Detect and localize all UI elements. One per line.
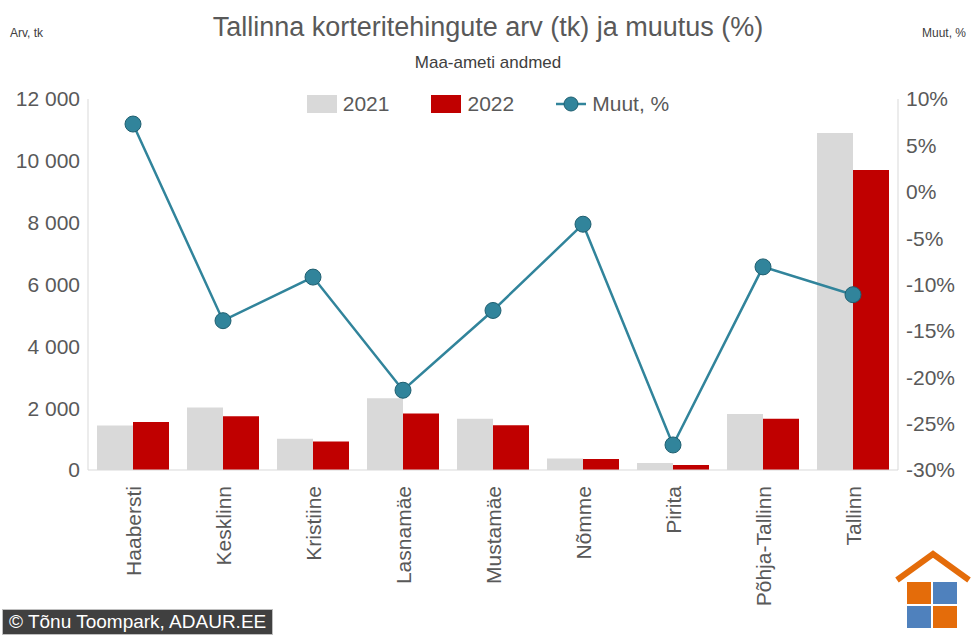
svg-text:2 000: 2 000 (27, 397, 80, 420)
svg-text:Pirita: Pirita (662, 486, 685, 534)
svg-text:Lasnamäe: Lasnamäe (392, 486, 415, 584)
html-text:Maa-ameti andmed: Maa-ameti andmed (414, 53, 562, 72)
svg-text:0: 0 (68, 458, 80, 481)
svg-text:10 000: 10 000 (16, 149, 80, 172)
svg-text:-30%: -30% (906, 458, 955, 481)
svg-text:-5%: -5% (906, 227, 943, 250)
html-text:2022: 2022 (467, 92, 515, 115)
html-text:Tallinna korteritehingute arv: Tallinna korteritehingute arv (tk) ja mu… (212, 12, 764, 42)
svg-text:Tallinn: Tallinn (842, 486, 865, 546)
svg-text:-25%: -25% (906, 412, 955, 435)
html-text:© Tõnu Toompark, ADAUR.EE: © Tõnu Toompark, ADAUR.EE (9, 611, 267, 632)
html-text:Arv, tk: Arv, tk (10, 26, 44, 40)
svg-text:10%: 10% (906, 87, 948, 110)
svg-text:Kristiine: Kristiine (302, 486, 325, 561)
svg-text:Mustamäe: Mustamäe (482, 486, 505, 584)
svg-text:-10%: -10% (906, 273, 955, 296)
svg-text:Kesklinn: Kesklinn (212, 486, 235, 565)
svg-text:12 000: 12 000 (16, 87, 80, 110)
svg-text:Põhja-Tallinn: Põhja-Tallinn (752, 486, 775, 606)
html-text:Muut, %: Muut, % (922, 26, 966, 40)
svg-text:8 000: 8 000 (27, 211, 80, 234)
svg-text:-20%: -20% (906, 366, 955, 389)
svg-text:4 000: 4 000 (27, 335, 80, 358)
svg-text:6 000: 6 000 (27, 273, 80, 296)
html-text:Muut, %: Muut, % (592, 92, 670, 115)
html-text:2021: 2021 (342, 92, 390, 115)
svg-text:Haabersti: Haabersti (122, 486, 145, 576)
svg-text:-15%: -15% (906, 319, 955, 342)
svg-text:5%: 5% (906, 134, 936, 157)
svg-text:Nõmme: Nõmme (572, 486, 595, 560)
svg-text:0%: 0% (906, 180, 936, 203)
